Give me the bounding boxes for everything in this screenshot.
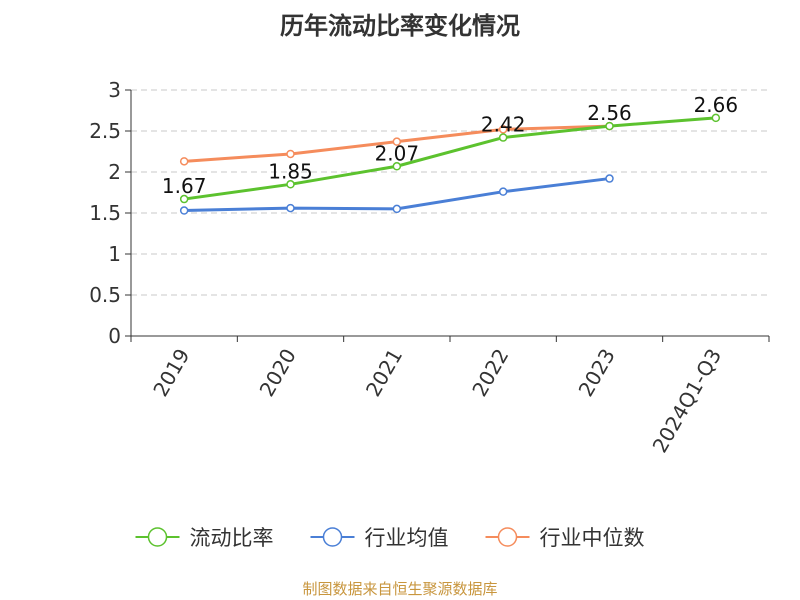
data-point[interactable] [179,206,189,215]
y-tick-label: 3 [108,78,121,102]
x-tick-label: 2019 [148,345,194,401]
data-point[interactable] [179,194,189,204]
x-tick-label: 2022 [467,344,513,400]
x-tick-label: 2020 [255,345,301,401]
legend[interactable]: 流动比率 行业均值 行业中位数 [135,526,645,550]
legend-marker-icon [497,527,518,547]
data-point[interactable] [392,204,402,214]
data-label: 2.56 [587,101,632,125]
x-tick-label: 2021 [361,345,407,401]
y-tick-label: 0 [108,324,121,348]
data-point[interactable] [286,149,295,159]
data-label: 1.67 [162,174,207,198]
legend-item-1[interactable]: 行业均值 [310,526,449,550]
data-label: 1.85 [268,159,313,183]
data-label: 2.42 [481,113,526,137]
data-label: 2.66 [694,93,739,117]
data-point[interactable] [392,137,402,146]
chart-title: 历年流动比率变化情况 [280,12,520,40]
series-layer: 1.67 1.85 2.07 2.42 2.56 2.66 [162,93,739,215]
legend-marker-icon [322,527,343,547]
x-tick-label: 2023 [574,345,620,401]
y-tick-label: 1 [108,242,121,266]
legend-label: 行业均值 [365,526,449,550]
x-tick-label: 2024Q1-Q3 [647,345,726,457]
legend-label: 流动比率 [190,526,274,550]
y-tick-label: 2 [108,160,121,184]
data-point[interactable] [711,113,721,123]
data-point[interactable] [605,174,614,183]
data-point[interactable] [498,187,508,196]
data-label: 2.07 [375,141,420,165]
data-point[interactable] [179,157,189,166]
data-point[interactable] [605,121,614,131]
data-point[interactable] [286,180,295,189]
series-2 [179,121,614,166]
axes: 0 0.5 1 1.5 2 2.5 3 2019 2020 2021 2022 2023 2024Q1-… [89,78,770,457]
series-1 [179,174,614,215]
source-footer: 制图数据来自恒生聚源数据库 [302,580,498,598]
data-point[interactable] [498,125,508,134]
legend-label: 行业中位数 [540,526,645,550]
y-tick-label: 2.5 [89,119,121,143]
legend-item-2[interactable]: 行业中位数 [485,526,645,550]
legend-marker-icon [147,527,168,547]
data-point[interactable] [498,133,508,142]
data-point[interactable] [286,203,295,213]
grid [131,89,769,296]
legend-item-0[interactable]: 流动比率 [135,526,274,550]
y-tick-label: 0.5 [89,283,121,307]
y-tick-label: 1.5 [89,201,121,225]
data-point[interactable] [392,162,402,171]
series-0 [179,113,721,204]
series-line [183,116,716,201]
